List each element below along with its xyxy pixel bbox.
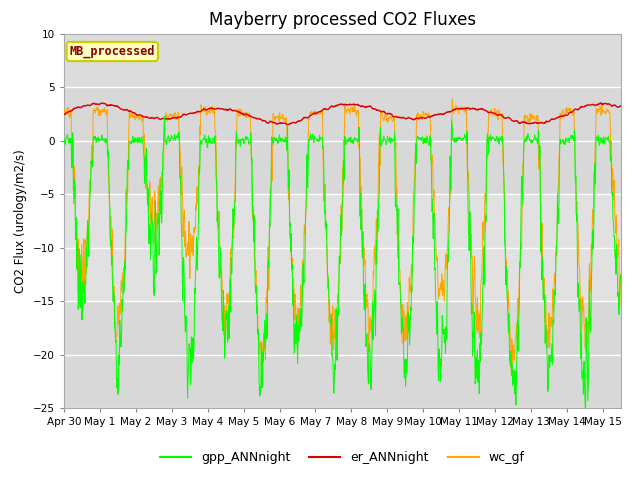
Title: Mayberry processed CO2 Fluxes: Mayberry processed CO2 Fluxes	[209, 11, 476, 29]
Bar	[64, 34, 621, 87]
Y-axis label: CO2 Flux (urology/m2/s): CO2 Flux (urology/m2/s)	[15, 149, 28, 293]
Bar	[64, 194, 621, 301]
Legend: gpp_ANNnight, er_ANNnight, wc_gf: gpp_ANNnight, er_ANNnight, wc_gf	[155, 446, 530, 469]
Text: MB_processed: MB_processed	[70, 45, 155, 58]
